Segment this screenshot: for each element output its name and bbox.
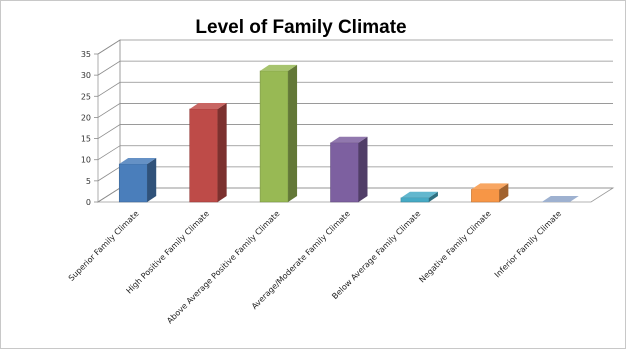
bar <box>259 64 298 203</box>
bar-side <box>217 102 227 202</box>
bar-top <box>330 136 368 143</box>
bar <box>471 183 509 203</box>
bar-front <box>118 163 148 203</box>
bar-side <box>428 191 438 202</box>
y-tick-label: 5 <box>86 177 91 186</box>
chart-title: Level of Family Climate <box>195 17 406 38</box>
x-tick-label: Above Average Positive Family Climate <box>165 209 281 325</box>
y-tick-label: 30 <box>81 71 91 80</box>
gridline <box>97 124 613 139</box>
bar-top <box>119 157 157 164</box>
bar <box>541 196 579 202</box>
gridline <box>97 39 613 55</box>
bar-front <box>330 142 359 203</box>
gridline <box>97 81 613 97</box>
y-tick-label: 0 <box>86 198 91 207</box>
bar <box>330 136 368 203</box>
y-axis-ticks: 0 5 10 15 20 25 30 35 <box>81 50 98 207</box>
bar <box>118 157 157 203</box>
gridline <box>97 103 613 118</box>
side-wall <box>97 39 121 203</box>
gridline <box>97 145 613 161</box>
x-tick-label: Negative Family Climate <box>417 209 492 284</box>
y-tick-label: 20 <box>81 113 91 122</box>
bars <box>118 64 579 203</box>
x-tick-label: Superior Family Climate <box>67 209 141 283</box>
bar-front <box>259 70 289 203</box>
y-tick-label: 10 <box>81 156 91 165</box>
bar-top <box>260 64 298 71</box>
bar-top <box>400 191 438 198</box>
bar-side <box>499 183 509 202</box>
bar-front <box>400 197 430 203</box>
y-tick-label: 25 <box>81 92 91 101</box>
bar-top <box>471 183 509 190</box>
bar-side <box>288 64 298 202</box>
gridline <box>97 60 613 76</box>
bar-top <box>541 196 579 202</box>
bar-top <box>189 102 227 109</box>
bar-front <box>189 108 218 203</box>
bar <box>400 191 438 203</box>
bar-side <box>147 157 157 202</box>
x-tick-label: High Positive Family Climate <box>125 209 212 296</box>
bar-front <box>471 189 500 203</box>
bar <box>189 102 227 203</box>
y-tick-label: 15 <box>81 135 91 144</box>
x-tick-label: Inferior Family Climate <box>493 209 563 279</box>
bar-side <box>358 136 368 202</box>
y-tick-label: 35 <box>81 50 91 59</box>
gridlines <box>97 39 613 203</box>
